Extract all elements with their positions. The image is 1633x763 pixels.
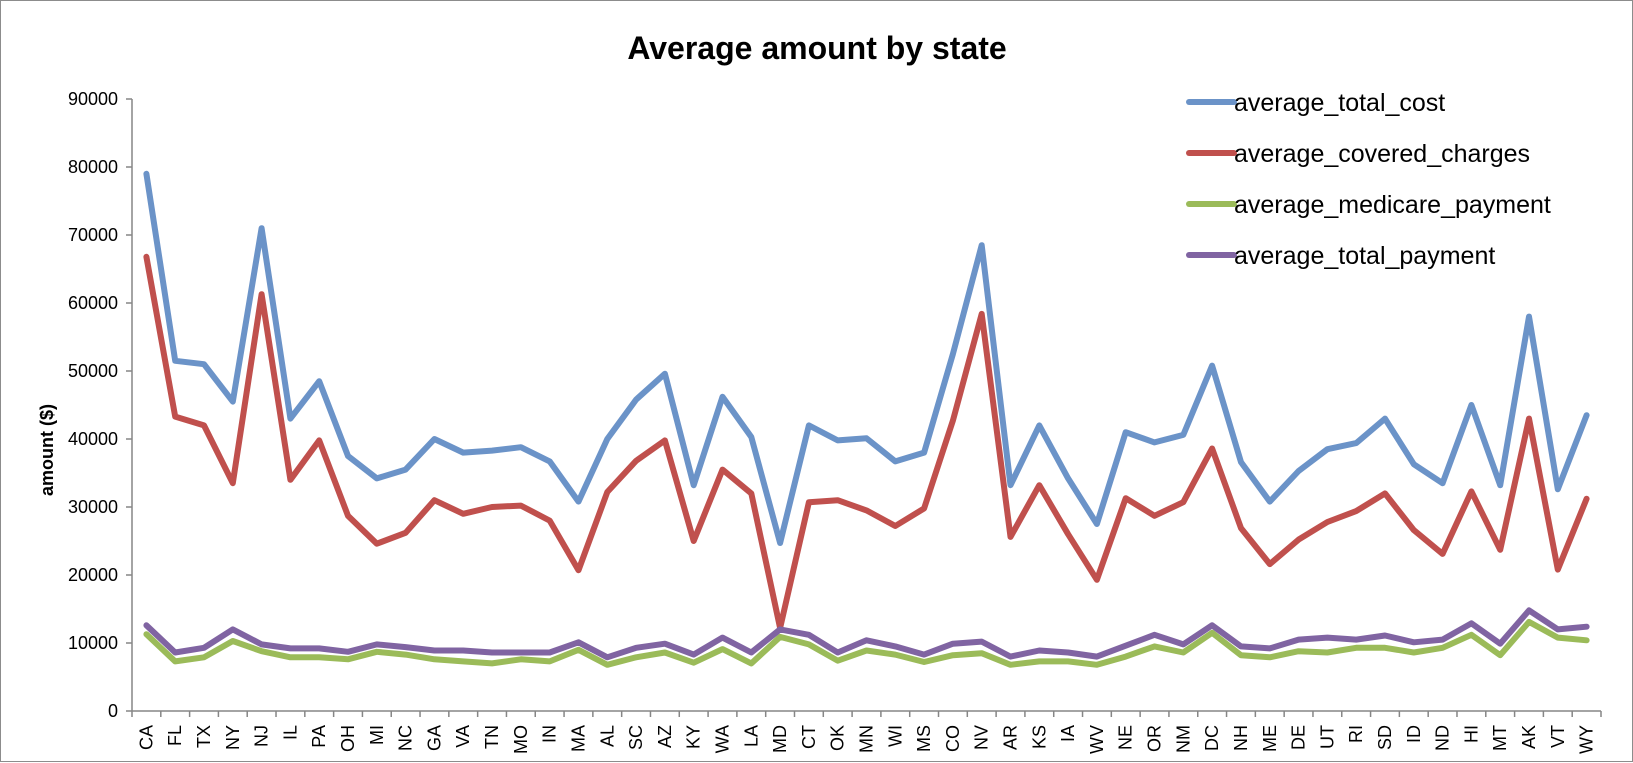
- y-tick-label: 30000: [68, 497, 118, 517]
- x-tick-label: AR: [1001, 725, 1021, 750]
- x-tick-label: TN: [482, 725, 502, 749]
- x-tick-label: MT: [1490, 725, 1510, 751]
- x-tick-label: CO: [943, 725, 963, 752]
- x-tick-label: IA: [1058, 725, 1078, 742]
- x-tick-label: MD: [770, 725, 790, 753]
- x-tick-label: KS: [1029, 725, 1049, 749]
- x-tick-label: LA: [741, 725, 761, 747]
- x-tick-label: NY: [223, 725, 243, 750]
- x-tick-label: VT: [1548, 725, 1568, 748]
- x-axis: CA FL TX NY NJ IL PA OH MI NC GA VA TN MO IN MA AL SC AZ KY…: [132, 711, 1601, 754]
- y-tick-label: 20000: [68, 565, 118, 585]
- x-tick-label: MO: [511, 725, 531, 754]
- x-tick-label: DE: [1289, 725, 1309, 750]
- y-tick-label: 70000: [68, 225, 118, 245]
- x-tick-label: IL: [280, 725, 300, 740]
- legend-label: average_total_payment: [1234, 242, 1495, 270]
- x-tick-label: WY: [1577, 725, 1597, 754]
- x-tick-label: MN: [857, 725, 877, 753]
- x-tick-label: RI: [1346, 725, 1366, 743]
- x-tick-label: AZ: [655, 725, 675, 748]
- x-tick-label: CT: [799, 725, 819, 749]
- chart-title: Average amount by state: [627, 30, 1006, 66]
- y-tick-label: 40000: [68, 429, 118, 449]
- x-tick-label: MA: [568, 725, 588, 752]
- x-tick-label: GA: [424, 725, 444, 751]
- x-tick-label: IN: [540, 725, 560, 743]
- y-tick-label: 80000: [68, 157, 118, 177]
- x-tick-label: NH: [1231, 725, 1251, 751]
- y-axis-label: amount ($): [37, 404, 57, 496]
- x-tick-label: PA: [309, 725, 329, 748]
- legend-label: average_medicare_payment: [1234, 191, 1551, 219]
- series-line-average-total-cost: [146, 174, 1586, 543]
- x-tick-label: NV: [972, 725, 992, 750]
- legend-label: average_total_cost: [1234, 89, 1445, 117]
- legend: average_total_cost average_covered_charge…: [1189, 89, 1551, 270]
- x-tick-label: ME: [1260, 725, 1280, 752]
- x-tick-label: OR: [1145, 725, 1165, 752]
- x-tick-label: MS: [914, 725, 934, 752]
- x-tick-label: AL: [597, 725, 617, 747]
- x-tick-label: NE: [1116, 725, 1136, 750]
- y-tick-label: 90000: [68, 89, 118, 109]
- y-tick-label: 60000: [68, 293, 118, 313]
- x-tick-label: SC: [626, 725, 646, 750]
- x-tick-label: OK: [828, 725, 848, 751]
- x-tick-label: WV: [1087, 725, 1107, 754]
- x-tick-label: WA: [712, 725, 732, 753]
- x-tick-label: FL: [165, 725, 185, 746]
- y-tick-label: 0: [108, 701, 118, 721]
- x-tick-label: UT: [1317, 725, 1337, 749]
- series-line-average-covered-charges: [146, 257, 1586, 628]
- x-tick-label: WI: [885, 725, 905, 747]
- x-tick-label: NJ: [252, 725, 272, 747]
- x-tick-label: DC: [1202, 725, 1222, 751]
- x-tick-label: SD: [1375, 725, 1395, 750]
- y-tick-label: 50000: [68, 361, 118, 381]
- x-tick-label: OH: [338, 725, 358, 752]
- x-tick-label: NC: [396, 725, 416, 751]
- x-tick-label: NM: [1173, 725, 1193, 753]
- x-tick-label: ND: [1433, 725, 1453, 751]
- x-tick-label: HI: [1461, 725, 1481, 743]
- y-axis: 0 10000 20000 30000 40000 50000 60000 70000 8000…: [68, 89, 132, 721]
- y-tick-label: 10000: [68, 633, 118, 653]
- legend-label: average_covered_charges: [1234, 140, 1530, 168]
- x-tick-label: ID: [1404, 725, 1424, 743]
- x-tick-label: AK: [1519, 725, 1539, 749]
- x-tick-label: CA: [136, 725, 156, 750]
- x-tick-label: VA: [453, 725, 473, 748]
- x-tick-label: MI: [367, 725, 387, 745]
- x-tick-label: KY: [684, 725, 704, 749]
- x-tick-label: TX: [194, 725, 214, 748]
